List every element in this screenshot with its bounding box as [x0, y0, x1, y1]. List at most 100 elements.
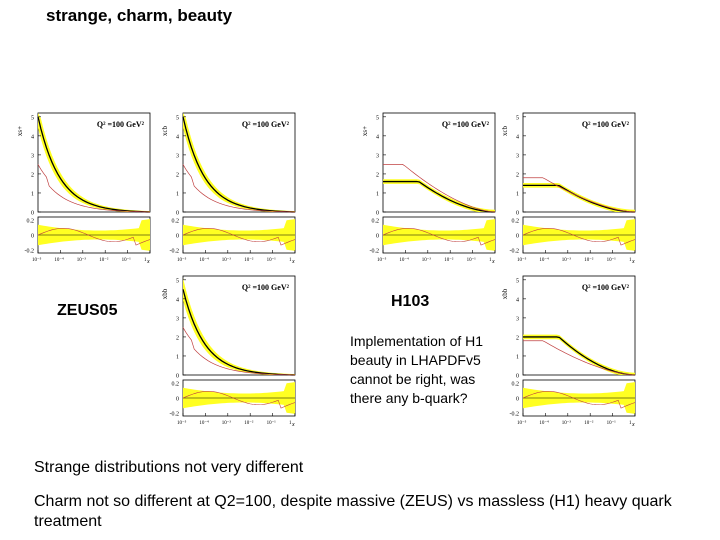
q2-label: Q² =100 GeV² — [442, 120, 490, 129]
main-frame — [522, 112, 636, 213]
ratio-tick-label: 0.2 — [27, 219, 35, 225]
y-tick-label: 5 — [31, 115, 34, 121]
x-tick-label: 10⁻⁵ — [32, 257, 42, 263]
q2-label: Q² =100 GeV² — [582, 283, 630, 292]
y-tick-label: 2 — [176, 172, 179, 178]
comparison-curve — [37, 164, 151, 213]
x-tick-label: 10⁻⁴ — [539, 420, 549, 426]
x-tick-label: 10⁻² — [244, 420, 254, 426]
x-tick-label: 1 — [489, 258, 492, 263]
ratio-tick-label: 0 — [376, 234, 379, 240]
x-tick-label: 10⁻² — [244, 257, 254, 263]
x-tick-label: 1 — [289, 258, 292, 263]
y-tick-label: 5 — [516, 115, 519, 121]
x-tick-label: 10⁻⁴ — [199, 257, 209, 263]
q2-label: Q² =100 GeV² — [582, 120, 630, 129]
x-tick-label: 10⁻⁵ — [377, 257, 387, 263]
y-tick-label: 4 — [516, 297, 519, 303]
y-tick-label: 1 — [376, 191, 379, 197]
y-tick-label: 4 — [376, 134, 379, 140]
ratio-tick-label: 0.2 — [172, 382, 180, 388]
body-text-charm: Charm not so different at Q2=100, despit… — [34, 493, 672, 530]
x-tick-label: 1 — [629, 258, 632, 263]
y-tick-label: 0 — [516, 211, 519, 217]
x-tick-label: 10⁻³ — [222, 257, 232, 263]
ratio-tick-label: 0 — [176, 234, 179, 240]
uncertainty-band — [383, 179, 495, 212]
uncertainty-band — [523, 183, 635, 212]
x-axis-label: x — [146, 259, 150, 265]
x-tick-label: 10⁻¹ — [467, 257, 477, 263]
ratio-tick-label: 0 — [516, 234, 519, 240]
x-tick-label: 10⁻⁵ — [177, 420, 187, 426]
ratio-curve — [182, 390, 296, 409]
ratio-tick-label: -0.2 — [510, 249, 520, 255]
x-tick-label: 1 — [629, 421, 632, 426]
ratio-curve — [382, 227, 496, 246]
ratio-tick-label: -0.2 — [370, 249, 380, 255]
ratio-curve — [522, 227, 636, 246]
ratio-tick-label: -0.2 — [170, 249, 180, 255]
x-tick-label: 10⁻¹ — [607, 257, 617, 263]
y-tick-label: 5 — [376, 115, 379, 121]
ratio-curve — [37, 227, 151, 246]
main-frame — [182, 112, 296, 213]
label-h103: H103 — [391, 293, 430, 310]
ratio-tick-label: -0.2 — [170, 412, 180, 418]
y-tick-label: 3 — [176, 153, 179, 159]
y-axis-label: xcb — [501, 125, 509, 136]
y-tick-label: 3 — [31, 153, 34, 159]
y-tick-label: 4 — [176, 297, 179, 303]
y-axis-label: xs+ — [16, 126, 24, 136]
y-tick-label: 1 — [176, 354, 179, 360]
y-tick-label: 1 — [31, 191, 34, 197]
ratio-curve — [522, 390, 636, 409]
y-axis-label: xs+ — [361, 126, 369, 136]
x-tick-label: 10⁻⁴ — [399, 257, 409, 263]
comparison-curve — [182, 327, 296, 376]
y-tick-label: 0 — [31, 211, 34, 217]
comparison-curve — [523, 340, 636, 376]
x-tick-label: 10⁻⁴ — [199, 420, 209, 426]
body-text-strange: Strange distributions not very different — [34, 459, 304, 476]
x-axis-label: x — [631, 422, 635, 428]
x-tick-label: 10⁻⁵ — [517, 257, 527, 263]
x-axis-label: x — [491, 259, 495, 265]
x-tick-label: 10⁻³ — [77, 257, 87, 263]
uncertainty-band — [523, 334, 635, 375]
x-tick-label: 10⁻³ — [222, 420, 232, 426]
main-frame — [37, 112, 151, 213]
main-frame — [522, 275, 636, 376]
x-tick-label: 10⁻² — [584, 420, 594, 426]
x-tick-label: 10⁻³ — [562, 420, 572, 426]
y-tick-label: 0 — [176, 374, 179, 380]
y-tick-label: 3 — [176, 316, 179, 322]
y-tick-label: 0 — [516, 374, 519, 380]
x-tick-label: 10⁻⁵ — [517, 420, 527, 426]
note-text: Implementation of H1 beauty in LHAPDFv5 … — [350, 333, 484, 406]
y-tick-label: 0 — [376, 211, 379, 217]
comparison-curve — [383, 164, 496, 213]
y-tick-label: 2 — [31, 172, 34, 178]
x-axis-label: x — [291, 422, 295, 428]
ratio-tick-label: 0 — [176, 397, 179, 403]
y-tick-label: 4 — [516, 134, 519, 140]
comparison-curve — [182, 164, 296, 213]
q2-label: Q² =100 GeV² — [242, 120, 290, 129]
central-curve — [383, 180, 496, 213]
comparison-curve — [523, 177, 636, 213]
x-tick-label: 10⁻³ — [422, 257, 432, 263]
x-tick-label: 10⁻¹ — [607, 420, 617, 426]
x-tick-label: 10⁻³ — [562, 257, 572, 263]
y-tick-label: 1 — [516, 191, 519, 197]
x-tick-label: 10⁻² — [584, 257, 594, 263]
x-tick-label: 10⁻¹ — [267, 257, 277, 263]
uncertainty-band — [38, 113, 150, 212]
x-tick-label: 1 — [289, 421, 292, 426]
y-tick-label: 4 — [31, 134, 34, 140]
x-tick-label: 10⁻¹ — [267, 420, 277, 426]
